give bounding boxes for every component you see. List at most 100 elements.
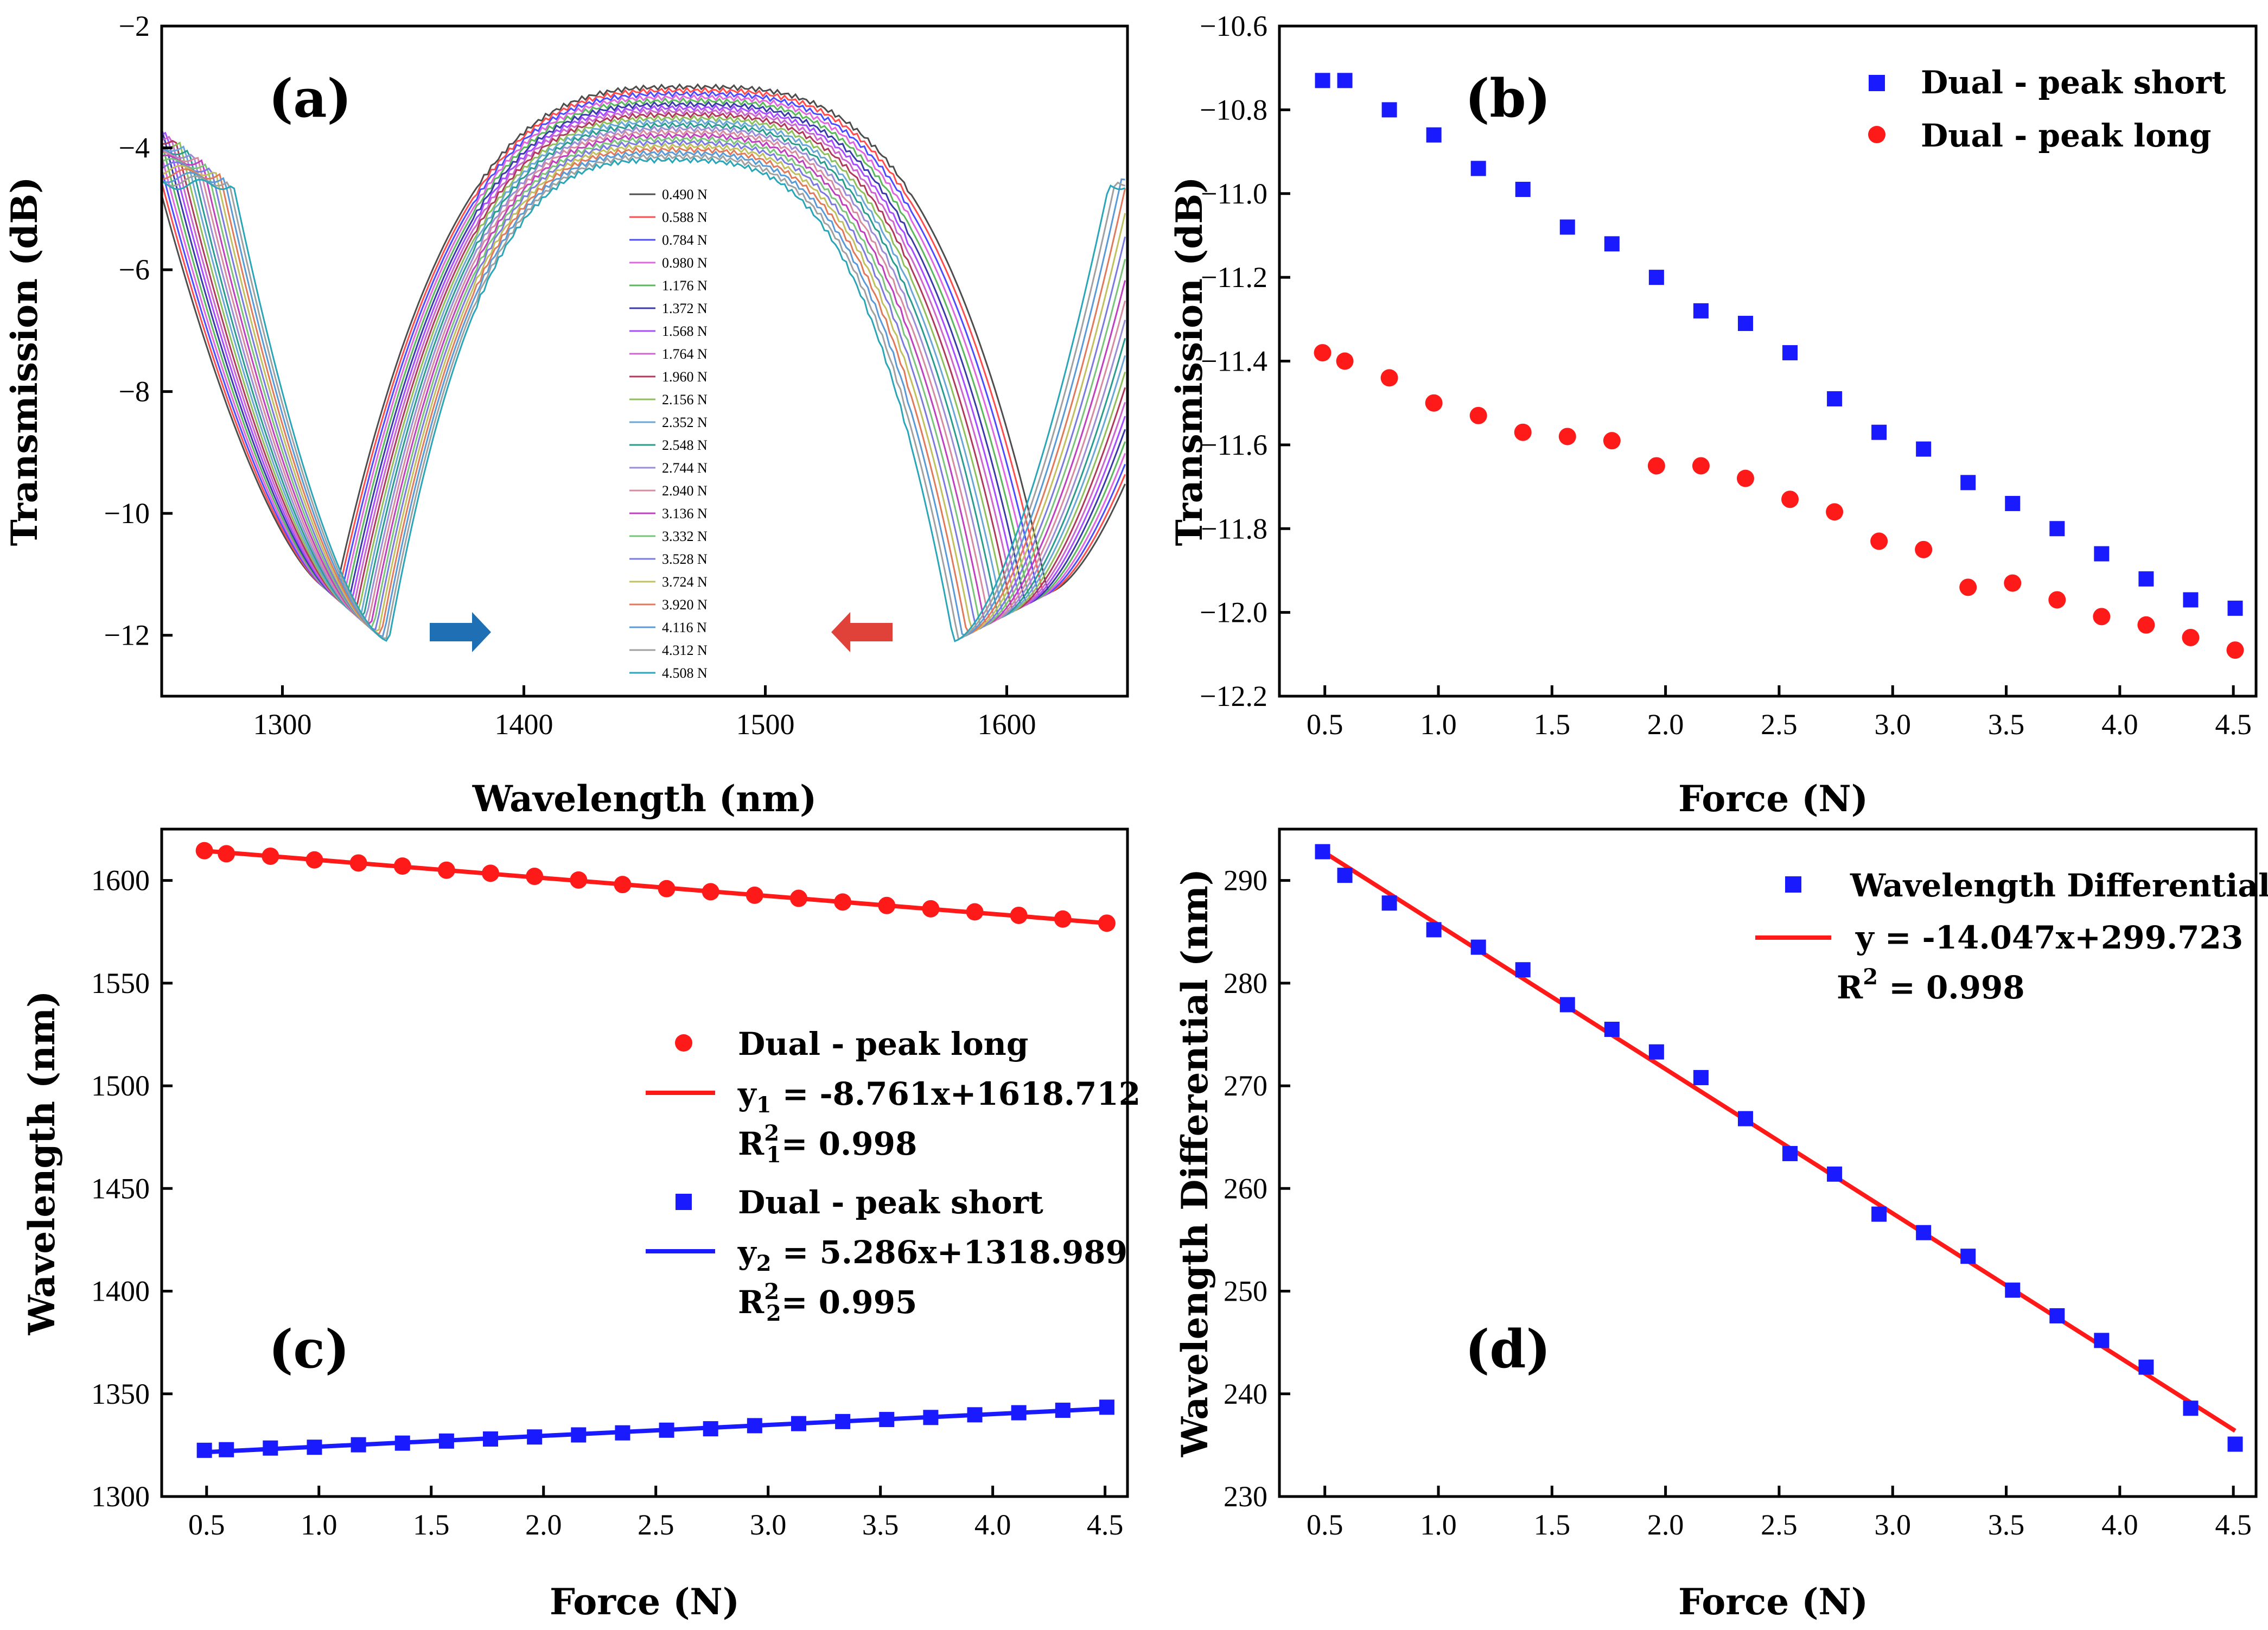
data-point-circle (1010, 906, 1028, 924)
panel-c-xlabel: Force (N) (550, 1581, 740, 1623)
data-point-square (1055, 1403, 1071, 1418)
y-tick-label: 1300 (91, 1480, 150, 1513)
data-point-circle (1826, 503, 1844, 521)
legend-label: 2.156 N (662, 392, 708, 407)
spectrum-line (162, 146, 1126, 635)
y-tick-label: 270 (1224, 1069, 1267, 1102)
y-tick-label: −6 (119, 253, 150, 286)
data-point-square (967, 1407, 983, 1423)
x-tick-label: 1.5 (1534, 708, 1571, 741)
data-point-square (835, 1413, 851, 1429)
data-point-square (483, 1431, 499, 1447)
x-tick-label: 1400 (495, 708, 553, 741)
legend-label: 1.176 N (662, 278, 708, 294)
y-tick-label: 1450 (91, 1172, 150, 1205)
x-tick-label: 4.0 (2101, 1508, 2138, 1541)
x-tick-label: 2.5 (1761, 708, 1798, 741)
data-point-circle (1915, 540, 1933, 558)
data-point-circle (1336, 352, 1354, 370)
spectrum-line (162, 143, 1126, 633)
data-point-square (571, 1427, 587, 1443)
legend-label: 4.508 N (662, 665, 708, 681)
data-point-circle (218, 845, 235, 863)
data-point-square (1871, 424, 1887, 440)
panel-d-xlabel: Force (N) (1678, 1581, 1868, 1623)
data-point-square (2005, 1282, 2021, 1298)
spectrum-line (162, 107, 1126, 610)
y-tick-label: 240 (1224, 1378, 1267, 1410)
data-point-circle (1054, 910, 1072, 928)
panel-d-label: (d) (1465, 1319, 1551, 1380)
data-point-square (1648, 1044, 1664, 1060)
legend-label: 2.744 N (662, 460, 708, 476)
legend-label-differential: Wavelength Differential (1850, 867, 2268, 904)
spectrum-line (162, 132, 1126, 626)
data-point-square (1515, 962, 1531, 978)
legend-label: 1.372 N (662, 301, 708, 316)
data-point-square (2183, 592, 2199, 608)
spectrum-line (162, 114, 1126, 615)
y-tick-label: 260 (1224, 1172, 1267, 1205)
legend-square-marker (1869, 75, 1885, 91)
legend-label: 0.980 N (662, 255, 708, 271)
data-point-circle (658, 880, 676, 897)
y-tick-label: −8 (119, 375, 150, 408)
x-tick-label: 3.0 (1874, 1508, 1911, 1541)
x-tick-label: 1.5 (413, 1508, 450, 1541)
panel-c-ylabel: Wavelength (nm) (21, 991, 63, 1335)
data-point-square (1315, 73, 1330, 88)
spectrum-line (162, 156, 1126, 642)
data-point-circle (393, 857, 411, 875)
data-point-circle (1603, 432, 1621, 450)
x-tick-label: 1.5 (1534, 1508, 1571, 1541)
panel-b-ticks: 0.5 1.0 1.5 2.0 2.5 3.0 3.5 4.0 4.5 −10.6 −10.8 −11… (1200, 10, 2252, 741)
panel-a-spectra (162, 83, 1126, 642)
data-point-square (196, 1442, 212, 1458)
data-point-circle (1647, 457, 1665, 475)
x-tick-label: 1500 (736, 708, 795, 741)
data-point-square (2227, 600, 2243, 616)
spectrum-line (162, 125, 1126, 622)
legend-label: 3.528 N (662, 551, 708, 567)
data-point-circle (349, 854, 367, 872)
data-point-square (923, 1410, 939, 1425)
data-point-square (1782, 345, 1798, 361)
panel-a-legend: 0.490 N 0.588 N 0.784 N 0.980 N 1.176 N 1.372… (629, 187, 708, 681)
data-point-circle (922, 900, 940, 918)
data-point-circle (1558, 428, 1576, 445)
legend-label: 4.312 N (662, 642, 708, 658)
spectrum-line (162, 111, 1126, 613)
data-point-square (1470, 939, 1486, 955)
data-point-circle (1314, 344, 1332, 362)
r2-long: R2 1= 0.998 (738, 1120, 917, 1168)
data-point-circle (437, 861, 455, 879)
x-tick-label: 0.5 (1307, 1508, 1343, 1541)
panel-b: 0.5 1.0 1.5 2.0 2.5 3.0 3.5 4.0 4.5 −10.6 −10.8 −11… (1168, 10, 2258, 820)
data-point-circle (966, 903, 984, 921)
y-tick-label: −11.6 (1201, 429, 1267, 461)
legend-label-long: Dual - peak long (1921, 117, 2211, 154)
x-tick-label: 4.0 (974, 1508, 1011, 1541)
fit-equation-differential: y = -14.047x+299.723 (1855, 919, 2243, 956)
data-point-square (1693, 1069, 1709, 1085)
y-tick-label: −11.4 (1201, 345, 1267, 378)
legend-label: 2.352 N (662, 415, 708, 430)
x-tick-label: 3.5 (1988, 1508, 2025, 1541)
data-point-square (2094, 1333, 2110, 1348)
data-point-circle (570, 871, 588, 889)
panel-b-marks (1314, 73, 2244, 659)
data-point-circle (1380, 369, 1398, 387)
data-point-circle (482, 864, 500, 882)
data-point-square (1470, 161, 1486, 176)
x-tick-label: 3.0 (750, 1508, 787, 1541)
y-tick-label: 290 (1224, 864, 1267, 897)
x-tick-label: 3.0 (1874, 708, 1911, 741)
data-point-square (615, 1425, 630, 1441)
panel-a: 1300 1400 1500 1600 −2 −4 −6 −8 −10 −12 (a) Wavel… (3, 10, 1129, 820)
panel-d: 0.5 1.0 1.5 2.0 2.5 3.0 3.5 4.0 4.5 230 240 250 260 2… (1174, 827, 2268, 1623)
data-point-square (2138, 571, 2154, 587)
legend-label: 2.940 N (662, 483, 708, 499)
legend-label: 3.136 N (662, 506, 708, 521)
legend-label-short: Dual - peak short (1921, 64, 2226, 101)
data-point-circle (1959, 578, 1977, 596)
